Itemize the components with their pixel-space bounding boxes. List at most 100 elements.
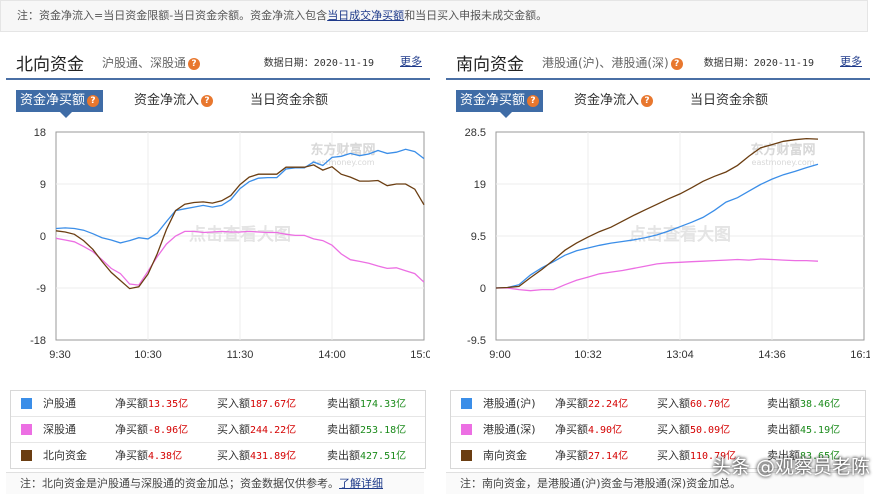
net-value: 22.24亿 xyxy=(588,399,629,410)
y-tick-label: 0 xyxy=(40,231,46,243)
net-label: 净买额 xyxy=(115,449,148,462)
legend-row: 沪股通 净买额13.35亿 买入额187.67亿 卖出额174.33亿 xyxy=(11,391,425,417)
watermark-logo-sub: eastmoney.com xyxy=(752,158,815,167)
legend-buy: 买入额110.79亿 xyxy=(657,443,736,469)
y-tick-label: 9.5 xyxy=(471,231,486,243)
watermark-center: 点击查看大图 xyxy=(189,224,291,245)
learn-more-link[interactable]: 了解详细 xyxy=(339,477,383,490)
buy-value: 187.67亿 xyxy=(250,399,297,410)
south-date-label: 数据日期： xyxy=(703,58,754,69)
south-footnote: 注：南向资金，是港股通(沪)资金与港股通(深)资金加总。 xyxy=(446,472,864,494)
x-tick-label: 9:30 xyxy=(49,349,70,361)
buy-value: 110.79亿 xyxy=(690,451,737,462)
buy-label: 买入额 xyxy=(657,397,690,410)
legend-swatch xyxy=(21,450,32,461)
tab-net-inflow-label: 资金净流入 xyxy=(134,93,200,108)
help-icon[interactable]: ? xyxy=(87,94,100,107)
north-chart[interactable]: 18 9 0 -9 -189:30 10:30 11:30 14:00 15:00 东方财富网ea… xyxy=(6,124,430,374)
net-value: 27.14亿 xyxy=(588,451,629,462)
sell-label: 卖出额 xyxy=(327,423,360,436)
net-label: 净买额 xyxy=(115,423,148,436)
net-value: -8.96亿 xyxy=(148,425,189,436)
y-tick-label: -9 xyxy=(36,283,46,295)
north-subtitle: 沪股通、深股通? xyxy=(102,54,201,71)
south-panel: 南向资金 港股通(沪)、港股通(深)? 数据日期：2020-11-19 更多 资… xyxy=(446,40,870,495)
legend-name: 沪股通 xyxy=(43,397,76,410)
north-date-label: 数据日期： xyxy=(263,58,314,69)
tab-net-inflow[interactable]: 资金净流入? xyxy=(134,90,214,112)
sell-label: 卖出额 xyxy=(767,423,800,436)
south-title: 南向资金 xyxy=(456,55,524,75)
sell-value: 83.65亿 xyxy=(800,451,841,462)
legend-sell: 卖出额83.65亿 xyxy=(767,443,840,469)
sell-value: 45.19亿 xyxy=(800,425,841,436)
series-line xyxy=(55,164,425,290)
legend-swatch xyxy=(461,450,472,461)
legend-net: 净买额22.24亿 xyxy=(555,391,628,417)
series-line xyxy=(495,137,819,289)
north-chart-svg[interactable]: 18 9 0 -9 -189:30 10:30 11:30 14:00 15:00 东方财富网ea… xyxy=(6,124,430,374)
tab-net-buy-label: 资金净买额 xyxy=(460,93,526,108)
y-tick-label: -9.5 xyxy=(467,335,486,347)
sell-label: 卖出额 xyxy=(327,397,360,410)
north-panel: 北向资金 沪股通、深股通? 数据日期：2020-11-19 更多 资金净买额? … xyxy=(6,40,430,495)
series-line xyxy=(55,230,425,286)
south-chart[interactable]: 28.5 19 9.5 0 -9.59:00 10:32 13:04 14:36 16:10 东方… xyxy=(446,124,870,374)
help-icon[interactable]: ? xyxy=(201,94,214,107)
north-footnote-text: 注：北向资金是沪股通与深股通的资金加总；资金数据仅供参考。 xyxy=(20,477,339,490)
legend-net: 净买额4.38亿 xyxy=(115,443,182,469)
legend-sell: 卖出额45.19亿 xyxy=(767,417,840,443)
sell-label: 卖出额 xyxy=(327,449,360,462)
y-tick-label: 19 xyxy=(474,179,486,191)
tab-balance[interactable]: 当日资金余额 xyxy=(690,93,769,108)
x-tick-label: 10:30 xyxy=(134,349,162,361)
sell-label: 卖出额 xyxy=(767,449,800,462)
help-icon[interactable]: ? xyxy=(527,94,540,107)
legend-net: 净买额4.90亿 xyxy=(555,417,622,443)
tab-net-inflow[interactable]: 资金净流入? xyxy=(574,90,654,112)
legend-sell: 卖出额174.33亿 xyxy=(327,391,406,417)
sell-value: 38.46亿 xyxy=(800,399,841,410)
legend-name: 南向资金 xyxy=(483,449,527,462)
legend-buy: 买入额50.09亿 xyxy=(657,417,730,443)
top-note-prefix: 注：资金净流入=当日资金限额-当日资金余额。资金净流入包含 xyxy=(17,9,328,22)
legend-row: 深股通 净买额-8.96亿 买入额244.22亿 卖出额253.18亿 xyxy=(11,417,425,443)
north-date-value: 2020-11-19 xyxy=(313,58,374,69)
x-tick-label: 10:32 xyxy=(574,349,602,361)
buy-label: 买入额 xyxy=(657,449,690,462)
x-tick-label: 13:04 xyxy=(666,349,694,361)
help-icon[interactable]: ? xyxy=(188,57,201,70)
legend-name: 深股通 xyxy=(43,423,76,436)
tab-net-buy[interactable]: 资金净买额? xyxy=(456,90,544,118)
buy-value: 244.22亿 xyxy=(250,425,297,436)
tab-net-inflow-label: 资金净流入 xyxy=(574,93,640,108)
tab-net-buy[interactable]: 资金净买额? xyxy=(16,90,104,118)
legend-buy: 买入额60.70亿 xyxy=(657,391,730,417)
legend-swatch xyxy=(21,398,32,409)
tab-balance[interactable]: 当日资金余额 xyxy=(250,93,329,108)
legend-buy: 买入额431.89亿 xyxy=(217,443,296,469)
net-label: 净买额 xyxy=(555,397,588,410)
legend-row: 港股通(深) 净买额4.90亿 买入额50.09亿 卖出额45.19亿 xyxy=(451,417,865,443)
north-more-link[interactable]: 更多 xyxy=(400,55,422,68)
y-tick-label: -18 xyxy=(30,335,46,347)
sell-value: 427.51亿 xyxy=(360,451,407,462)
legend-buy: 买入额244.22亿 xyxy=(217,417,296,443)
buy-value: 60.70亿 xyxy=(690,399,731,410)
legend-row: 港股通(沪) 净买额22.24亿 买入额60.70亿 卖出额38.46亿 xyxy=(451,391,865,417)
x-tick-label: 14:36 xyxy=(758,349,786,361)
south-chart-svg[interactable]: 28.5 19 9.5 0 -9.59:00 10:32 13:04 14:36 16:10 东方… xyxy=(446,124,870,374)
south-date-value: 2020-11-19 xyxy=(753,58,814,69)
north-date: 数据日期：2020-11-19 xyxy=(264,54,374,69)
help-icon[interactable]: ? xyxy=(670,57,683,70)
south-legend: 港股通(沪) 净买额22.24亿 买入额60.70亿 卖出额38.46亿 港股通… xyxy=(450,390,866,469)
legend-row: 北向资金 净买额4.38亿 买入额431.89亿 卖出额427.51亿 xyxy=(11,443,425,468)
south-more-link[interactable]: 更多 xyxy=(840,55,862,68)
help-icon[interactable]: ? xyxy=(641,94,654,107)
x-tick-label: 9:00 xyxy=(489,349,510,361)
series-line xyxy=(496,258,819,292)
net-value: 13.35亿 xyxy=(148,399,189,410)
net-value: 4.90亿 xyxy=(588,425,623,436)
overlay-watermark: 头条 @观察员老陈 xyxy=(711,456,870,478)
top-note-link[interactable]: 当日成交净买额 xyxy=(327,9,405,22)
